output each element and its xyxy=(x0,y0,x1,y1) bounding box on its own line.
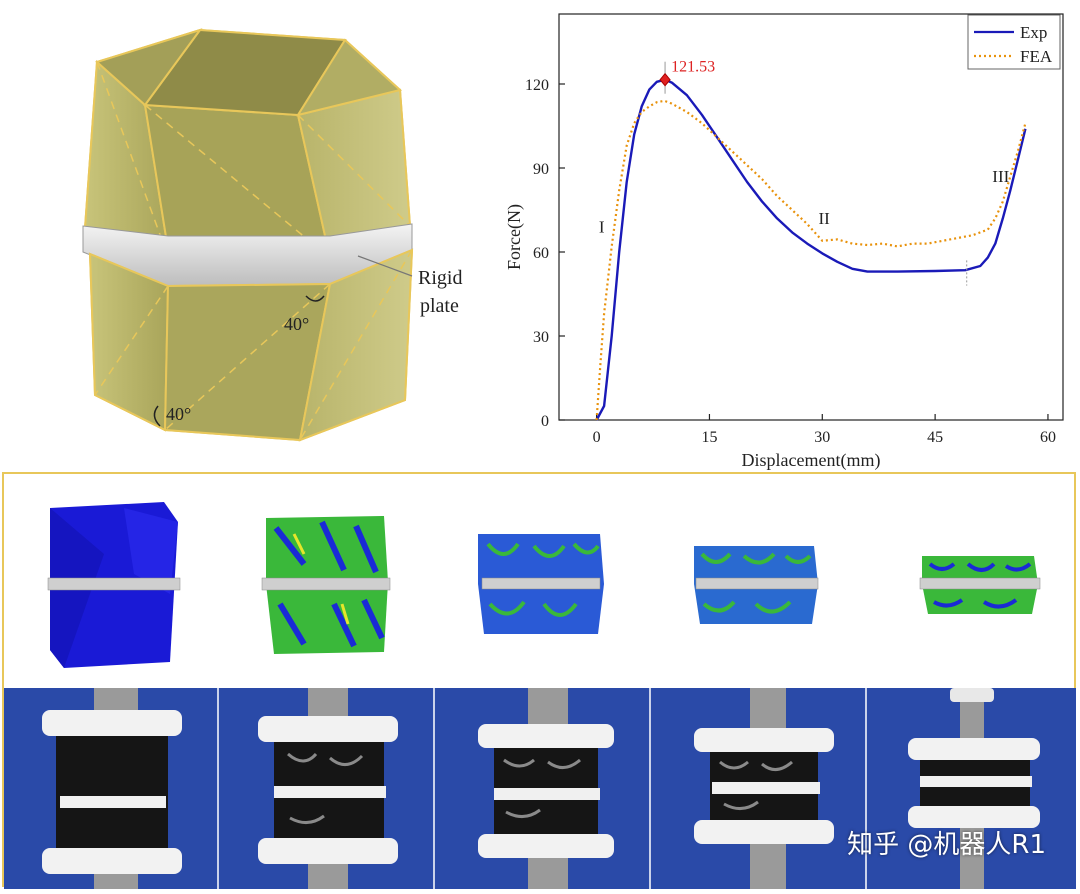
deformation-sequence-panel: 知乎 @机器人R1 xyxy=(0,470,1080,891)
sim-stage-1 xyxy=(47,502,181,668)
photo-stage-1 xyxy=(42,688,182,889)
x-axis-ticks: 0 15 30 45 60 xyxy=(593,414,1056,446)
x-tick-label: 45 xyxy=(927,429,943,446)
plot-frame xyxy=(558,13,1064,421)
force-displacement-chart: 0 15 30 45 60 0 30 60 90 120 Displacement(mm) Fo… xyxy=(504,13,1064,470)
angle-arc-top xyxy=(305,295,325,302)
photo-stage-4 xyxy=(694,688,834,889)
sim-stage-2 xyxy=(261,516,391,654)
x-tick-label: 15 xyxy=(701,429,717,446)
legend-label-exp: Exp xyxy=(1020,23,1047,42)
x-tick-label: 30 xyxy=(814,429,830,446)
callout-leader xyxy=(357,255,413,277)
y-tick-label: 90 xyxy=(533,161,549,178)
y-tick-label: 60 xyxy=(533,245,549,262)
simulation-frame xyxy=(2,472,1076,887)
y-axis-ticks: 0 30 60 90 120 xyxy=(525,77,565,430)
legend: Exp FEA xyxy=(967,14,1061,70)
x-axis-label: Displacement(mm) xyxy=(742,450,881,470)
series-layer xyxy=(595,78,1027,421)
peak-label: 121.53 xyxy=(671,59,715,76)
sim-stage-5 xyxy=(919,556,1041,614)
legend-label-fea: FEA xyxy=(1020,47,1053,66)
lower-shell xyxy=(88,248,414,442)
sim-stage-4 xyxy=(694,546,819,624)
sim-stage-3 xyxy=(478,534,604,634)
y-tick-label: 0 xyxy=(541,413,549,430)
origami-structure-diagram: Rigid plate 40° 40° xyxy=(82,28,462,442)
y-tick-label: 30 xyxy=(533,329,549,346)
stage-label: I xyxy=(599,217,605,236)
stage-label: III xyxy=(992,167,1009,186)
photo-stage-2 xyxy=(258,688,398,889)
simulation-row xyxy=(47,502,1041,668)
angle-arc-bottom xyxy=(153,405,161,427)
callout-label-plate: plate xyxy=(420,295,459,317)
callout-label-rigid: Rigid xyxy=(418,267,462,289)
x-tick-label: 60 xyxy=(1040,429,1056,446)
angle-label-bottom: 40° xyxy=(166,404,191,424)
experiment-photo-strip: 知乎 @机器人R1 xyxy=(4,688,1076,889)
photo-stage-5 xyxy=(908,688,1040,889)
stage-label: II xyxy=(819,209,831,228)
series-line-fea xyxy=(595,99,1027,421)
x-tick-label: 0 xyxy=(593,429,601,446)
peak-marker xyxy=(659,72,671,87)
upper-shell xyxy=(83,28,412,264)
y-axis-label: Force(N) xyxy=(504,204,525,270)
photo-stage-3 xyxy=(478,688,614,889)
y-tick-label: 120 xyxy=(525,77,549,94)
angle-label-top: 40° xyxy=(284,314,309,334)
photo-row xyxy=(4,688,1076,889)
series-line-exp xyxy=(595,78,1027,421)
watermark: 知乎 @机器人R1 xyxy=(847,830,1046,860)
